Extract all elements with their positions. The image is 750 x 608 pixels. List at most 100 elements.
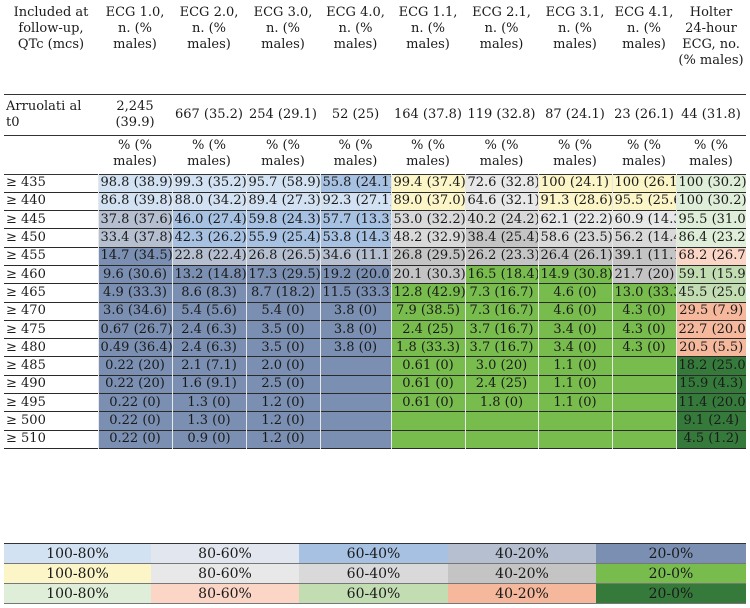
row-threshold: ≥ 470 [4,302,98,321]
table-cell [464,430,538,449]
baseline-value: 667 (35.2) [174,106,244,122]
table-cell: 9.6 (30.6) [97,265,172,284]
table-cell: 60.9 (14.3) [611,210,676,229]
column-header: Holter 24-hour ECG, no. (% males) [678,5,744,68]
table-cell: 86.4 (23.2) [675,228,746,248]
table-cell: 68.2 (26.7) [675,247,746,266]
table-cell: 1.8 (33.3) [390,338,465,357]
table-cell: 88.0 (34.2) [171,192,246,211]
table-cell: 4.5 (1.2) [675,430,746,449]
table-row: ≥ 475 0.67 (26.7) 2.4 (6.3) 3.5 (0) 3.8 (0) 2… [4,320,746,339]
table-cell: 29.5 (7.9) [675,302,746,321]
column-header: ECG 4.1, n. (% males) [614,5,674,52]
table-cell: 26.8 (29.5) [390,247,465,266]
table-cell [319,411,391,431]
table-cell: 26.4 (26.1) [537,247,612,266]
table-cell: 72.6 (32.8) [464,174,538,193]
table-cell: 0.67 (26.7) [97,320,172,339]
table-row: ≥ 435 98.8 (38.9) 99.3 (35.2) 95.7 (58.9) 55… [4,174,746,193]
row-threshold: ≥ 475 [4,320,98,339]
column-header: ECG 1.1, n. (% males) [398,5,458,52]
baseline-value: 23 (26.1) [614,106,674,122]
legend-swatch: 100-80% [4,543,151,564]
subheader-cell: % (% males) [113,137,157,169]
table-row: ≥ 495 0.22 (0) 1.3 (0) 1.2 (0) 0.61 (0) 1.8 (… [4,393,746,412]
table-cell: 57.7 (13.3) [319,210,391,229]
table-cell: 37.8 (37.6) [97,210,172,229]
subheader-cell: % (% males) [333,137,378,169]
baseline-row: Arruolati al t0 2,245 (39.9) 667 (35.2) 254… [4,94,746,135]
table-row: ≥ 440 86.8 (39.8) 88.0 (34.2) 89.4 (27.3) 92… [4,192,746,211]
table-row: ≥ 500 0.22 (0) 1.3 (0) 1.2 (0) 9.1 (2.4) [4,411,746,431]
baseline-value: 87 (24.1) [545,106,605,122]
table-cell: 3.0 (20) [464,356,538,376]
table-cell: 100 (30.2) [675,192,746,211]
table-cell: 0.61 (0) [390,393,465,412]
subheader-cell: % (% males) [689,137,733,169]
column-header: ECG 2.1, n. (% males) [472,5,531,52]
table-cell: 5.4 (0) [245,302,320,321]
table-row: ≥ 490 0.22 (20) 1.6 (9.1) 2.5 (0) 0.61 (0) 2.… [4,375,746,394]
baseline-value: 164 (37.8) [393,106,463,122]
subheader-cell: % (% males) [479,137,524,169]
subheader-row: % (% males) % (% males) % (% males) % (% ma… [4,135,746,174]
table-cell [319,356,391,376]
table-cell: 12.8 (42.9) [390,283,465,303]
table-cell: 33.4 (37.8) [97,228,172,248]
table-cell: 8.7 (18.2) [245,283,320,303]
table-cell: 95.5 (25.6) [611,192,676,211]
table-cell: 62.1 (22.2) [537,210,612,229]
table-cell: 14.7 (34.5) [97,247,172,266]
table-cell: 56.2 (14.4) [611,228,676,248]
table-cell: 1.1 (0) [537,356,612,376]
table-cell [319,375,391,394]
table-cell: 100 (24.1) [537,174,612,193]
table-cell: 3.6 (34.6) [97,302,172,321]
row-threshold: ≥ 460 [4,265,98,284]
table-cell: 4.9 (33.3) [97,283,172,303]
table-cell: 11.5 (33.3) [319,283,391,303]
table-cell: 59.1 (15.9) [675,265,746,284]
table-row: ≥ 485 0.22 (20) 2.1 (7.1) 2.0 (0) 0.61 (0) 3.… [4,356,746,376]
table-cell: 13.2 (14.8) [171,265,246,284]
table-cell: 55.9 (25.4) [245,228,320,248]
table-cell: 26.2 (23.3) [464,247,538,266]
table-cell: 3.7 (16.7) [464,320,538,339]
table-cell: 1.3 (0) [171,393,246,412]
table-cell: 20.5 (5.5) [675,338,746,357]
table-cell: 3.4 (0) [537,320,612,339]
legend-swatch: 20-0% [596,543,746,564]
row-threshold: ≥ 450 [4,228,98,248]
table-cell: 3.7 (16.7) [464,338,538,357]
table-cell: 2.4 (6.3) [171,320,246,339]
table-cell: 22.7 (20.0) [675,320,746,339]
table-cell: 4.3 (0) [611,302,676,321]
table-cell: 14.9 (30.8) [537,265,612,284]
table-cell: 9.1 (2.4) [675,411,746,431]
table-cell [537,411,612,431]
table-cell [611,430,676,449]
legend-swatch: 20-0% [596,563,746,584]
row-threshold: ≥ 490 [4,375,98,394]
table-cell: 53.0 (32.2) [390,210,465,229]
table-cell: 7.3 (16.7) [464,283,538,303]
table-cell: 1.2 (0) [245,393,320,412]
subheader-blank [4,135,98,174]
subheader-cell: % (% males) [622,137,666,169]
table-cell: 15.9 (4.3) [675,375,746,394]
table-cell: 39.1 (11.1) [611,247,676,266]
table-row: ≥ 510 0.22 (0) 0.9 (0) 1.2 (0) 4.5 (1.2) [4,430,746,449]
table-cell: 89.4 (27.3) [245,192,320,211]
table-cell [611,375,676,394]
header-first-col: Included at follow-up, QTc (mcs) [13,5,89,52]
legend-swatch: 40-20% [448,543,596,564]
table-cell: 0.22 (20) [97,375,172,394]
table-cell: 89.0 (37.0) [390,192,465,211]
subheader-cell: % (% males) [406,137,450,169]
table-cell: 19.2 (20.0) [319,265,391,284]
legend-swatch: 80-60% [151,563,299,584]
table-cell: 4.3 (0) [611,338,676,357]
table-cell: 4.6 (0) [537,283,612,303]
qtc-table: Included at follow-up, QTc (mcs) ECG 1.0,… [4,3,746,449]
legend-row: 100-80% 80-60% 60-40% 40-20% 20-0% [4,563,746,584]
